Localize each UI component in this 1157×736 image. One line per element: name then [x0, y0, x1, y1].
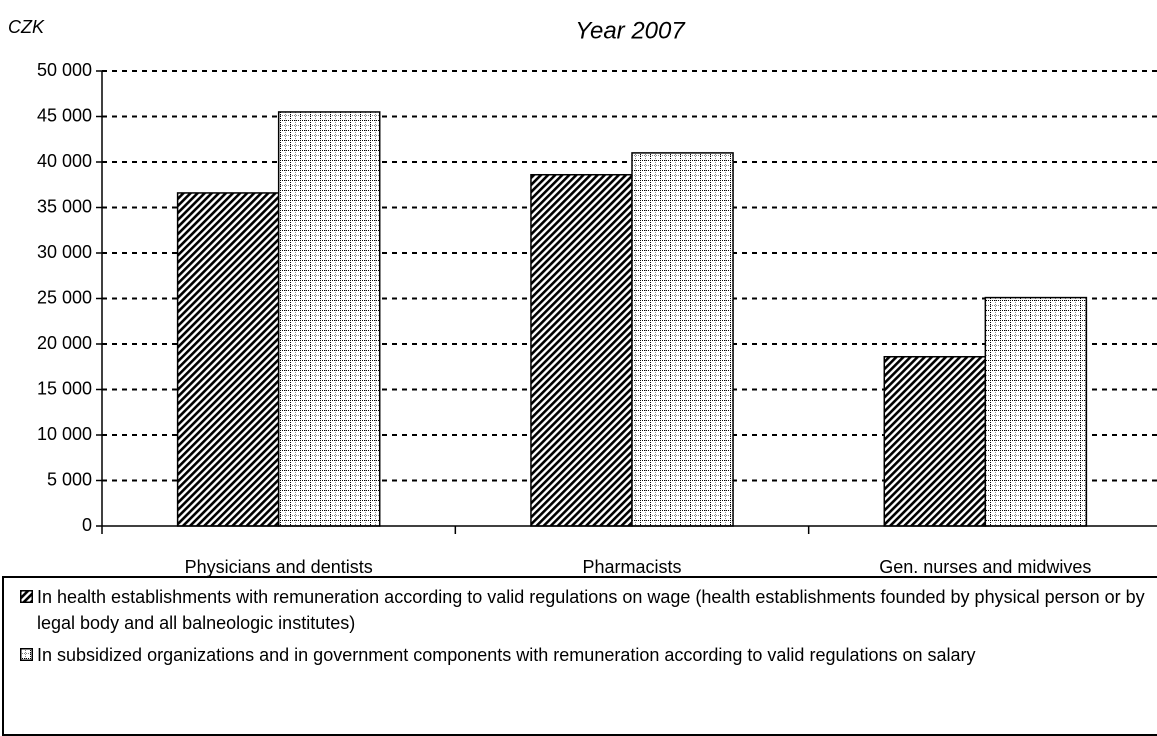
- y-tick-label: 30 000: [37, 242, 92, 262]
- y-tick-label: 20 000: [37, 333, 92, 353]
- bar: [883, 355, 987, 527]
- y-tick-label: 15 000: [37, 378, 92, 398]
- legend-swatch: [20, 590, 33, 603]
- x-tick-label: Physicians and dentists: [185, 557, 373, 577]
- legend-swatch: [20, 648, 33, 661]
- x-tick-label: Gen. nurses and midwives: [879, 557, 1091, 577]
- bar: [277, 111, 381, 527]
- legend-swatch-fill: [20, 648, 33, 661]
- y-axis-label: CZK: [8, 17, 45, 37]
- bar: [176, 192, 280, 527]
- bar: [530, 173, 633, 527]
- legend-item: In health establishments with remunerati…: [20, 584, 1157, 636]
- legend: In health establishments with remunerati…: [2, 576, 1157, 736]
- y-tick-label: 35 000: [37, 196, 92, 216]
- bar: [984, 296, 1088, 527]
- bar: [631, 152, 734, 527]
- y-tick-label: 40 000: [37, 151, 92, 171]
- chart-title: Year 2007: [575, 17, 686, 44]
- y-tick-label: 50 000: [37, 60, 92, 80]
- legend-label: In health establishments with remunerati…: [37, 587, 1145, 633]
- legend-label: In subsidized organizations and in gover…: [37, 645, 976, 665]
- x-tick-label: Pharmacists: [582, 557, 681, 577]
- y-tick-label: 25 000: [37, 287, 92, 307]
- legend-swatch-fill: [20, 590, 33, 603]
- y-tick-label: 10 000: [37, 424, 92, 444]
- y-tick-label: 0: [82, 515, 92, 535]
- legend-item: In subsidized organizations and in gover…: [20, 642, 1157, 668]
- y-tick-label: 5 000: [47, 469, 92, 489]
- y-tick-label: 45 000: [37, 105, 92, 125]
